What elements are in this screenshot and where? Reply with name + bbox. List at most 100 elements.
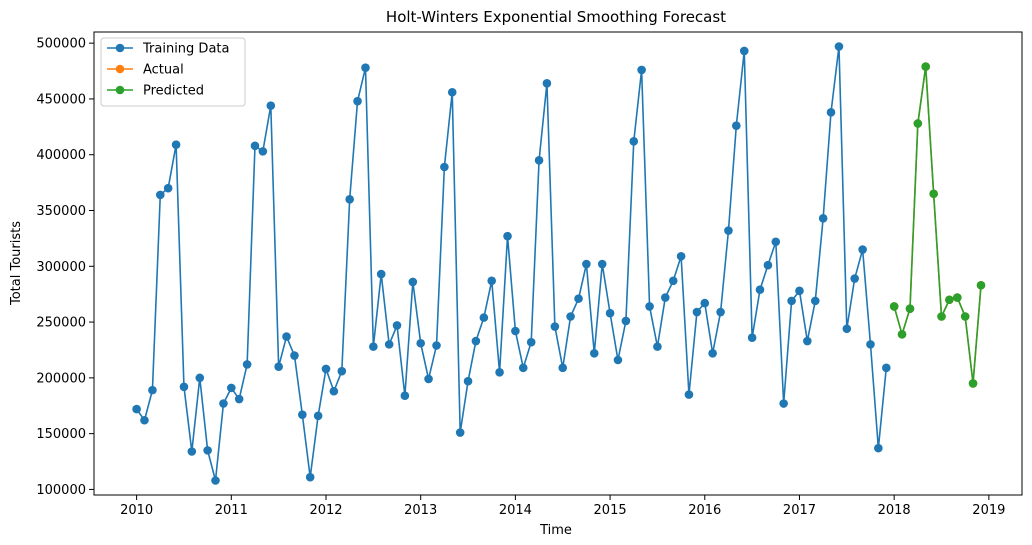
data-point-training-data <box>526 337 536 347</box>
data-point-training-data <box>132 404 141 414</box>
data-point-training-data <box>329 386 339 396</box>
data-point-training-data <box>621 316 631 326</box>
data-point-training-data <box>550 322 560 331</box>
data-point-training-data <box>195 373 205 383</box>
plot-area <box>132 42 986 485</box>
data-point-training-data <box>724 226 733 235</box>
data-point-training-data <box>771 237 781 247</box>
data-point-training-data <box>313 411 323 421</box>
data-point-training-data <box>471 336 481 346</box>
legend-label: Training Data <box>142 42 229 57</box>
data-point-training-data <box>179 382 189 392</box>
data-point-predicted <box>913 119 923 128</box>
data-point-training-data <box>424 374 433 384</box>
x-tick-label: 2016 <box>688 503 721 518</box>
data-point-predicted <box>905 304 915 313</box>
data-point-predicted <box>937 312 946 321</box>
data-point-training-data <box>597 259 607 269</box>
data-point-training-data <box>274 362 283 371</box>
data-point-training-data <box>321 364 331 374</box>
data-point-training-data <box>637 65 646 75</box>
data-point-training-data <box>305 472 315 482</box>
data-point-training-data <box>874 443 883 453</box>
data-point-training-data <box>747 333 757 342</box>
data-point-training-data <box>203 446 212 455</box>
data-point-training-data <box>219 399 228 408</box>
legend-marker <box>115 85 125 95</box>
data-point-training-data <box>155 190 165 200</box>
x-tick-label: 2018 <box>878 503 911 518</box>
data-point-training-data <box>787 296 796 306</box>
data-point-training-data <box>842 324 852 334</box>
data-point-predicted <box>889 302 899 311</box>
y-tick-label: 200000 <box>36 371 86 386</box>
legend-marker <box>115 64 125 74</box>
data-point-training-data <box>826 108 836 117</box>
data-point-training-data <box>660 293 670 302</box>
data-point-training-data <box>345 195 354 204</box>
y-tick-label: 450000 <box>36 92 86 107</box>
data-point-training-data <box>866 340 875 349</box>
data-point-training-data <box>739 46 749 56</box>
x-axis: 2010 2011 2012 2013 2014 2015 2016 2017 2018 2019 <box>120 495 1005 518</box>
data-point-training-data <box>858 245 867 254</box>
data-point-training-data <box>629 137 639 146</box>
legend-box <box>100 37 246 107</box>
y-tick-label: 100000 <box>36 483 86 498</box>
data-point-training-data <box>818 214 828 223</box>
y-tick-label: 150000 <box>36 427 86 442</box>
data-point-training-data <box>534 156 544 165</box>
data-point-training-data <box>779 399 788 408</box>
y-tick-label: 250000 <box>36 316 86 331</box>
data-point-training-data <box>290 351 299 360</box>
data-point-training-data <box>495 367 504 377</box>
data-point-predicted <box>976 280 986 290</box>
data-point-training-data <box>668 276 678 286</box>
data-point-training-data <box>700 298 710 308</box>
data-point-training-data <box>140 415 149 425</box>
data-point-training-data <box>850 274 859 283</box>
data-point-training-data <box>582 259 591 269</box>
data-point-training-data <box>653 342 662 351</box>
data-point-training-data <box>234 394 244 404</box>
legend-label: Actual <box>143 63 184 78</box>
data-point-training-data <box>511 326 520 336</box>
data-point-predicted <box>960 312 970 321</box>
data-point-training-data <box>455 428 465 437</box>
data-point-training-data <box>503 231 512 241</box>
series-predicted <box>889 62 986 388</box>
data-point-training-data <box>692 307 702 317</box>
data-point-training-data <box>834 42 844 51</box>
data-point-training-data <box>384 340 394 349</box>
series-training-data <box>132 42 891 485</box>
data-point-predicted <box>953 293 962 302</box>
y-tick-label: 300000 <box>36 260 86 275</box>
data-point-training-data <box>187 447 197 456</box>
legend-item-actual: Actual <box>107 63 184 78</box>
data-point-training-data <box>416 338 425 348</box>
data-point-training-data <box>732 121 741 131</box>
y-tick-label: 400000 <box>36 148 86 163</box>
data-point-training-data <box>298 410 307 419</box>
legend-items: Training Data Actual Predicted <box>107 42 229 99</box>
data-point-training-data <box>376 269 386 279</box>
x-tick-label: 2015 <box>594 503 627 518</box>
legend-item-predicted: Predicted <box>107 84 204 99</box>
data-point-training-data <box>408 277 418 287</box>
data-point-training-data <box>447 87 457 97</box>
x-tick-label: 2017 <box>783 503 816 518</box>
data-point-training-data <box>171 140 181 149</box>
data-point-training-data <box>708 349 717 358</box>
data-point-predicted <box>921 62 930 71</box>
data-point-training-data <box>369 342 378 351</box>
data-point-training-data <box>242 360 252 369</box>
x-tick-label: 2013 <box>404 503 437 518</box>
data-point-training-data <box>250 141 260 151</box>
data-point-training-data <box>353 96 362 106</box>
x-tick-label: 2014 <box>499 503 532 518</box>
y-tick-label: 500000 <box>36 37 86 52</box>
data-point-training-data <box>574 294 583 303</box>
data-point-training-data <box>613 355 623 365</box>
data-point-training-data <box>148 385 157 395</box>
data-point-training-data <box>440 162 449 172</box>
